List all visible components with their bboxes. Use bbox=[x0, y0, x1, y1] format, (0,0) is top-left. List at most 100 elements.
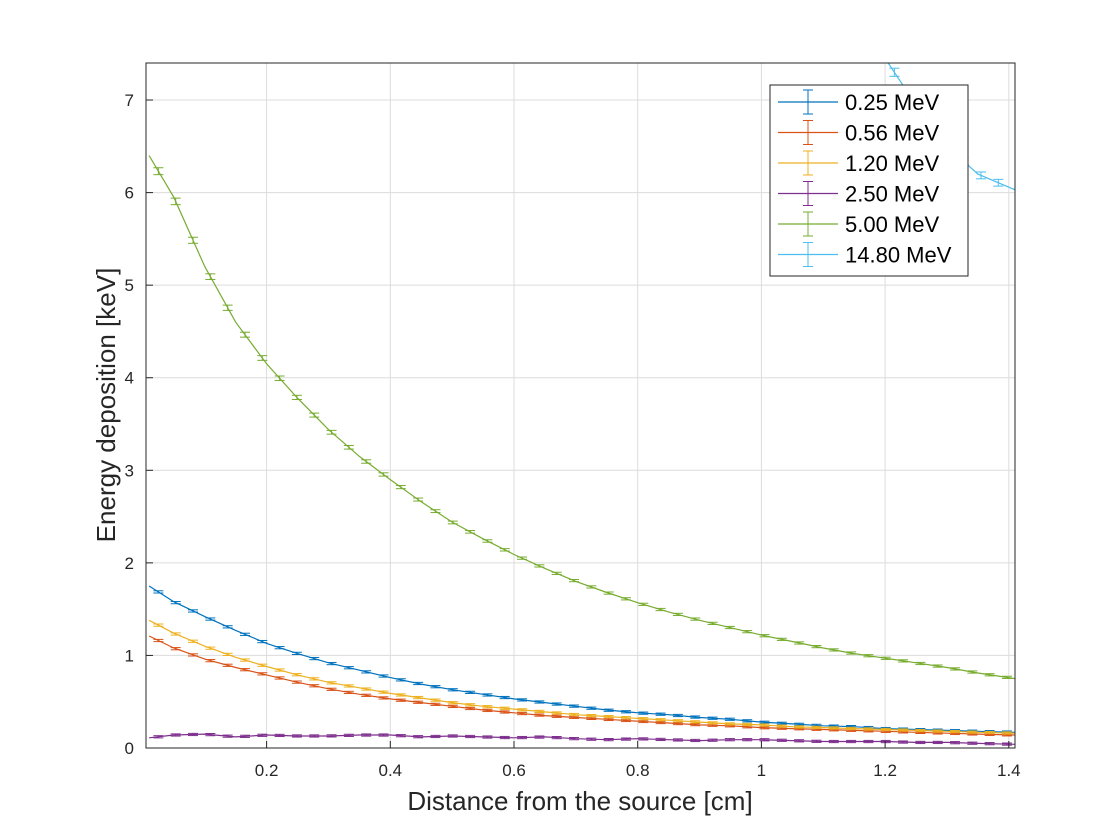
legend-item: 5.00 MeV bbox=[778, 211, 939, 237]
error-bar bbox=[274, 733, 285, 738]
error-bar bbox=[205, 617, 216, 621]
error-bar bbox=[672, 612, 683, 617]
error-bar bbox=[551, 735, 562, 740]
error-bar bbox=[447, 520, 458, 525]
legend-item: 14.80 MeV bbox=[778, 242, 952, 268]
error-bar bbox=[586, 706, 597, 710]
x-tick-label: 0.8 bbox=[626, 761, 650, 780]
legend-label: 0.56 MeV bbox=[845, 121, 939, 146]
error-bar bbox=[690, 617, 701, 621]
error-bar bbox=[586, 713, 597, 718]
error-bar bbox=[188, 236, 199, 244]
error-bar bbox=[447, 701, 458, 705]
x-tick-label: 0.6 bbox=[502, 761, 526, 780]
error-bar bbox=[707, 716, 718, 720]
series-line bbox=[149, 733, 1015, 745]
error-bar bbox=[205, 273, 216, 280]
error-bar bbox=[794, 641, 805, 645]
error-bar bbox=[153, 638, 164, 643]
y-tick-label: 0 bbox=[125, 739, 134, 758]
error-bar bbox=[551, 711, 562, 715]
error-bar bbox=[569, 715, 580, 719]
error-bar bbox=[742, 722, 753, 727]
error-bar bbox=[534, 735, 545, 739]
error-bar bbox=[863, 739, 874, 744]
error-bar bbox=[759, 720, 770, 724]
error-bar bbox=[655, 718, 666, 722]
error-bar bbox=[170, 733, 181, 737]
error-bar bbox=[361, 693, 372, 697]
error-bar bbox=[993, 178, 1004, 187]
y-tick-label: 6 bbox=[125, 184, 134, 203]
y-tick-label: 2 bbox=[125, 554, 134, 573]
error-bar bbox=[326, 687, 337, 691]
error-bar bbox=[846, 651, 857, 655]
error-bar bbox=[291, 673, 302, 677]
error-bar bbox=[967, 670, 978, 674]
error-bar bbox=[413, 497, 424, 502]
error-bar bbox=[257, 639, 268, 644]
series-0-25-mev bbox=[148, 585, 1015, 734]
error-bar bbox=[326, 429, 337, 435]
error-bar bbox=[655, 737, 666, 742]
error-bar bbox=[465, 703, 476, 707]
y-tick-label: 7 bbox=[125, 91, 134, 110]
error-bar bbox=[1001, 731, 1012, 735]
y-tick-label: 3 bbox=[125, 461, 134, 480]
error-bar bbox=[534, 564, 545, 568]
error-bar bbox=[967, 730, 978, 734]
error-bar bbox=[776, 738, 787, 742]
error-bar bbox=[361, 459, 372, 464]
error-bar bbox=[499, 706, 510, 710]
legend-item: 0.56 MeV bbox=[778, 120, 939, 146]
error-bar bbox=[603, 715, 614, 719]
error-bar bbox=[932, 664, 943, 668]
error-bar bbox=[672, 713, 683, 718]
error-bar bbox=[880, 727, 891, 732]
error-bar bbox=[239, 734, 250, 738]
error-bar bbox=[534, 713, 545, 717]
error-bar bbox=[343, 666, 354, 670]
error-bar bbox=[430, 702, 441, 706]
error-bar bbox=[776, 637, 787, 641]
error-bar bbox=[828, 739, 839, 744]
error-bar bbox=[534, 700, 545, 704]
legend-box bbox=[769, 84, 969, 277]
error-bar bbox=[880, 656, 891, 660]
error-bar bbox=[620, 710, 631, 714]
error-bar bbox=[742, 719, 753, 723]
error-bar bbox=[638, 711, 649, 715]
error-bar bbox=[447, 704, 458, 709]
error-bar bbox=[603, 738, 614, 742]
error-bar bbox=[326, 681, 337, 685]
error-bar bbox=[724, 722, 735, 726]
error-bar bbox=[291, 394, 302, 401]
error-bar bbox=[257, 355, 268, 361]
error-bar bbox=[984, 730, 995, 735]
error-bar bbox=[188, 732, 199, 737]
series-2-50-mev bbox=[149, 732, 1015, 746]
error-bar bbox=[742, 738, 753, 742]
error-bar bbox=[274, 375, 285, 381]
error-bar bbox=[361, 733, 372, 737]
error-bar bbox=[690, 738, 701, 743]
error-bar bbox=[620, 718, 631, 723]
error-bar bbox=[603, 717, 614, 722]
series-line bbox=[148, 619, 1015, 734]
error-bar bbox=[378, 733, 389, 737]
error-bar bbox=[205, 646, 216, 650]
error-bar bbox=[430, 509, 441, 514]
error-bar bbox=[975, 171, 986, 180]
error-bar bbox=[690, 715, 701, 719]
error-bar bbox=[222, 652, 233, 657]
error-bar bbox=[153, 735, 164, 739]
error-bar bbox=[707, 738, 718, 742]
x-tick-label: 0.2 bbox=[255, 761, 279, 780]
error-bar bbox=[153, 623, 164, 627]
error-bar bbox=[811, 644, 822, 649]
error-bar bbox=[828, 648, 839, 652]
error-bar bbox=[846, 739, 857, 744]
error-bar bbox=[499, 710, 510, 714]
error-bar bbox=[655, 607, 666, 612]
error-bar bbox=[239, 658, 250, 662]
